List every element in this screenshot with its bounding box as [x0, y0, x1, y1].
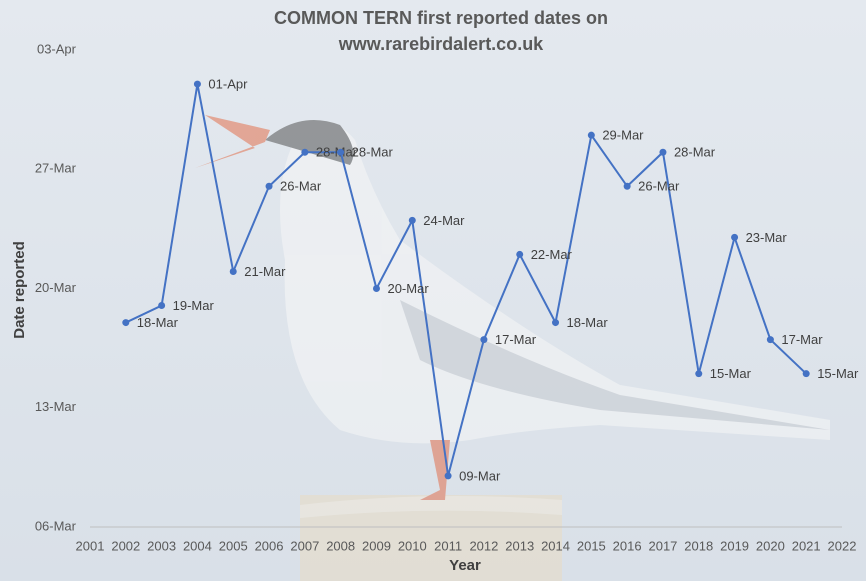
y-tick-label: 03-Apr — [37, 41, 77, 56]
x-tick-label: 2011 — [434, 538, 462, 553]
data-label: 18-Mar — [137, 315, 179, 330]
x-tick-label: 2005 — [219, 538, 248, 553]
data-label: 28-Mar — [674, 145, 716, 160]
x-tick-label: 2001 — [76, 538, 105, 553]
data-label: 20-Mar — [387, 281, 429, 296]
x-tick-label: 2018 — [684, 538, 713, 553]
x-tick-label: 2009 — [362, 538, 391, 553]
point — [193, 80, 201, 88]
point — [444, 472, 452, 480]
x-tick-label: 2022 — [828, 538, 857, 553]
x-tick-label: 2021 — [792, 538, 821, 553]
x-tick-label: 2016 — [613, 538, 642, 553]
data-label: 17-Mar — [495, 332, 537, 347]
chart-title: COMMON TERN first reported dates on — [274, 8, 608, 28]
x-tick-label: 2007 — [290, 538, 319, 553]
data-label: 28-Mar — [316, 145, 358, 160]
x-tick-label: 2014 — [541, 538, 570, 553]
data-label: 21-Mar — [244, 264, 286, 279]
point — [229, 267, 237, 275]
data-label: 19-Mar — [173, 298, 215, 313]
point — [158, 302, 166, 310]
x-axis-title: Year — [449, 557, 481, 574]
data-label: 09-Mar — [459, 468, 501, 483]
point — [265, 182, 273, 190]
x-tick-label: 2004 — [183, 538, 212, 553]
y-tick-label: 27-Mar — [35, 161, 77, 176]
point — [552, 319, 560, 327]
x-tick-label: 2015 — [577, 538, 606, 553]
data-label: 18-Mar — [567, 315, 609, 330]
y-tick-label: 13-Mar — [35, 399, 77, 414]
data-label: 26-Mar — [638, 179, 680, 194]
x-tick-label: 2013 — [505, 538, 534, 553]
point — [516, 250, 524, 258]
chart-title: www.rarebirdalert.co.uk — [338, 34, 544, 54]
point — [301, 148, 309, 156]
data-label: 15-Mar — [710, 366, 752, 381]
x-tick-label: 2020 — [756, 538, 785, 553]
data-label: 15-Mar — [817, 366, 859, 381]
point — [731, 233, 739, 241]
x-tick-label: 2006 — [255, 538, 284, 553]
x-tick-label: 2003 — [147, 538, 176, 553]
point — [480, 336, 488, 344]
point — [408, 216, 416, 224]
point — [802, 370, 810, 378]
data-label: 26-Mar — [280, 179, 322, 194]
point — [766, 336, 774, 344]
y-tick-label: 06-Mar — [35, 518, 77, 533]
data-label: 23-Mar — [746, 230, 788, 245]
y-tick-label: 20-Mar — [35, 280, 77, 295]
point — [623, 182, 631, 190]
data-label: 28-Mar — [352, 145, 394, 160]
point — [372, 285, 380, 292]
x-tick-label: 2002 — [111, 538, 140, 553]
data-label: 17-Mar — [781, 332, 823, 347]
x-tick-label: 2012 — [469, 538, 498, 553]
data-label: 24-Mar — [423, 213, 465, 228]
point — [659, 148, 667, 156]
x-tick-label: 2017 — [648, 538, 677, 553]
data-label: 29-Mar — [602, 128, 644, 143]
line — [125, 83, 807, 477]
tern-photo — [195, 115, 830, 581]
point — [337, 148, 345, 156]
x-tick-label: 2010 — [398, 538, 427, 553]
point — [122, 319, 130, 327]
point — [587, 131, 595, 139]
x-tick-label: 2019 — [720, 538, 749, 553]
data-label: 01-Apr — [208, 77, 248, 92]
data-label: 22-Mar — [531, 247, 573, 262]
y-axis-title: Date reported — [11, 241, 28, 339]
point — [695, 370, 703, 378]
x-tick-label: 2008 — [326, 538, 355, 553]
